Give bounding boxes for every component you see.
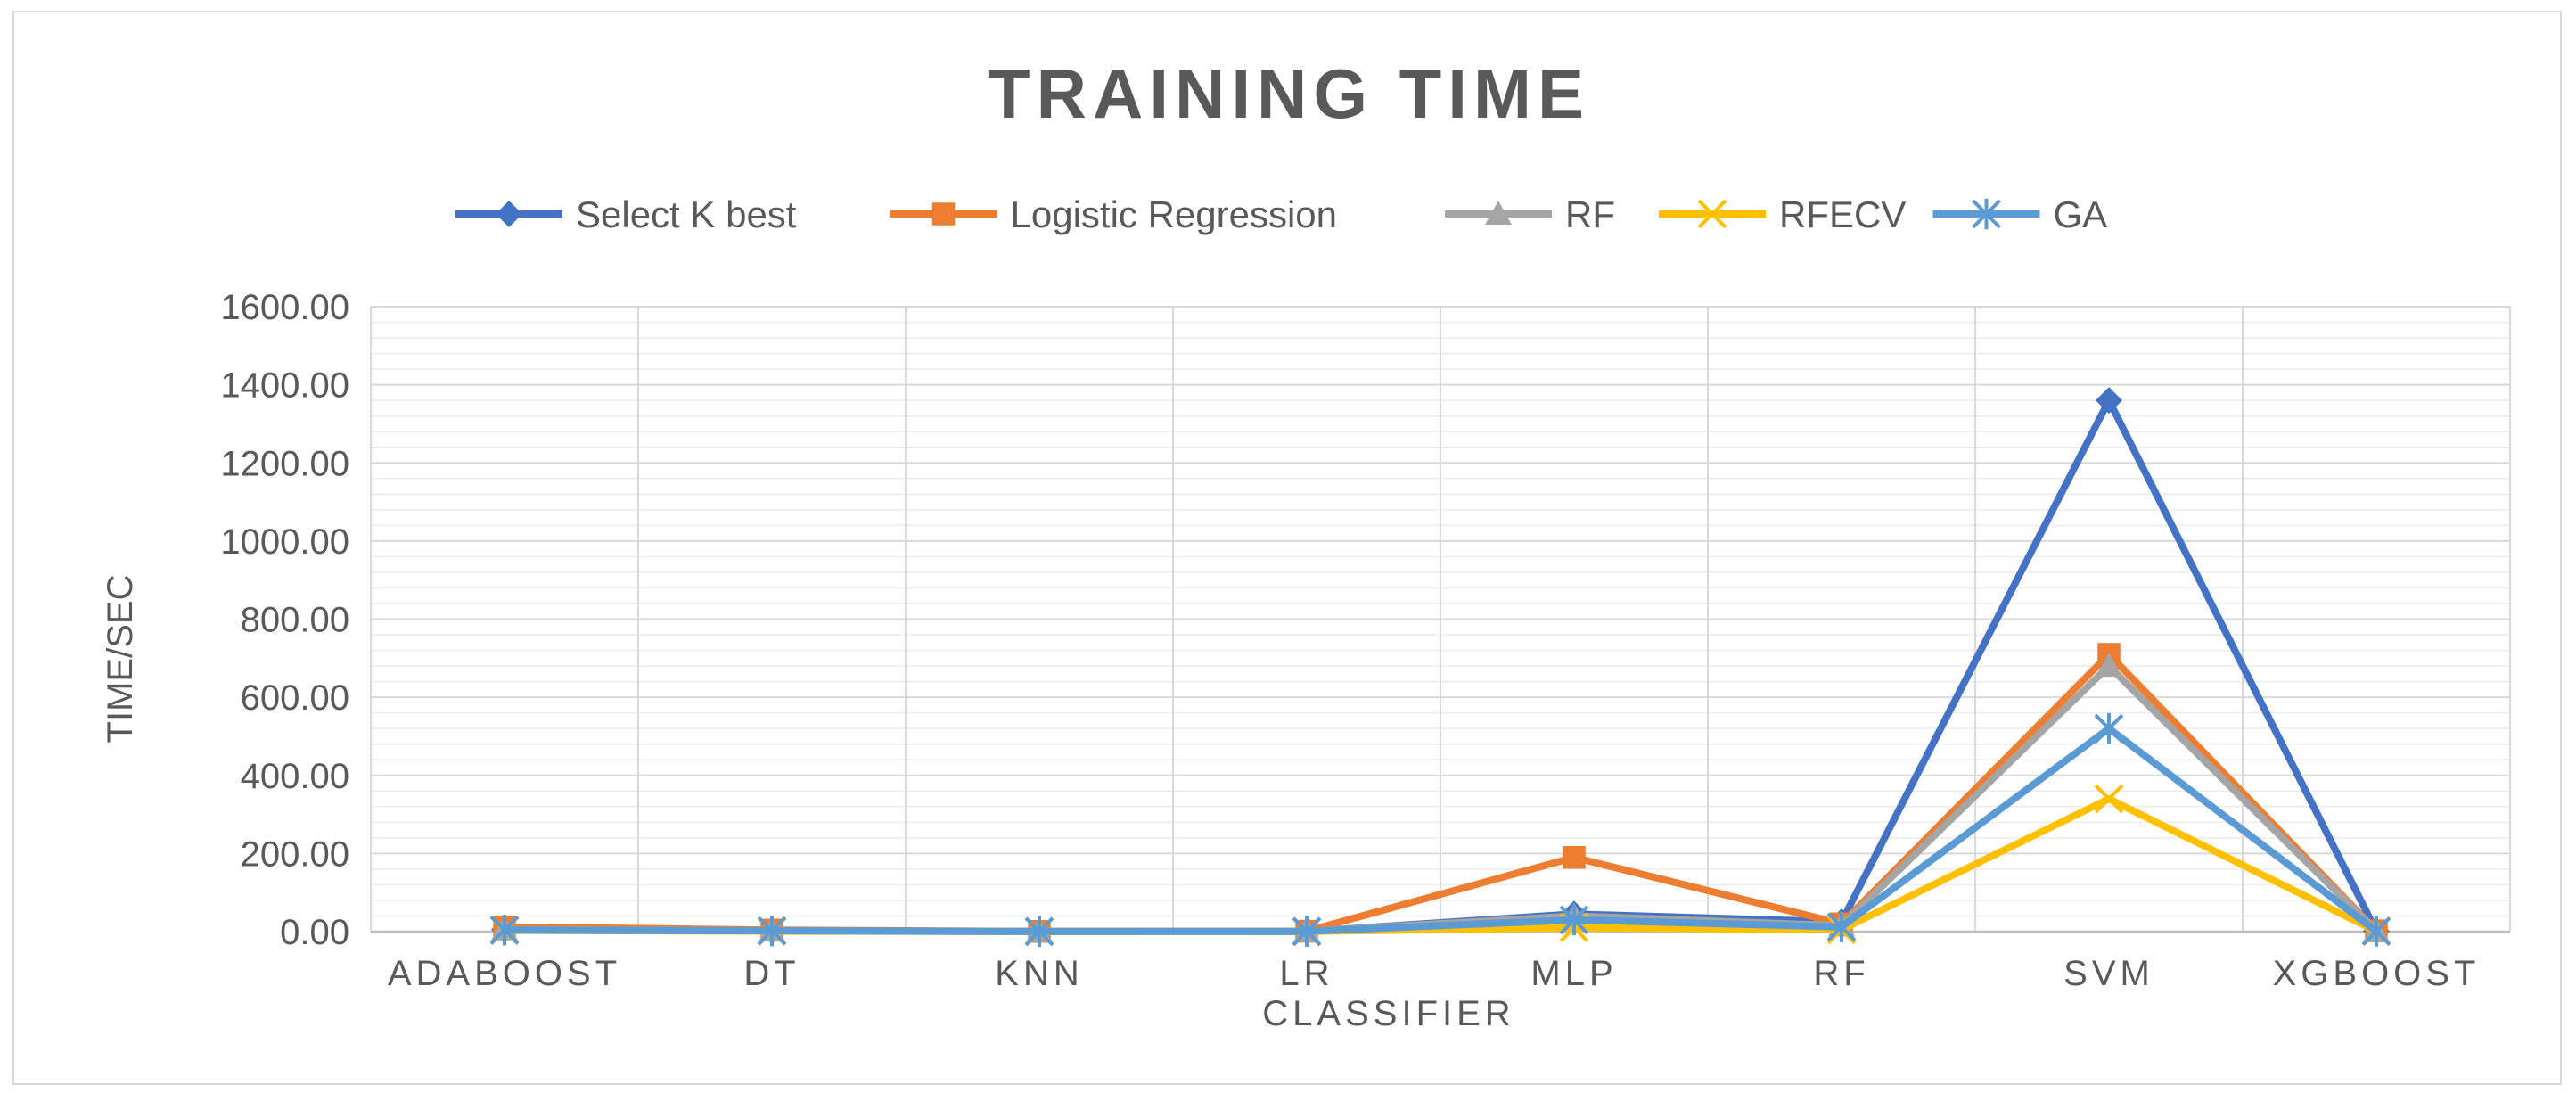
data-point: [2096, 653, 2122, 678]
x-axis-title: CLASSIFIER: [1262, 994, 1514, 1033]
y-axis-title: TIME/SEC: [101, 575, 140, 744]
training-time-chart: TRAINING TIME Select K best Logistic Regr…: [101, 54, 2511, 1033]
x-tick-label: SVM: [2063, 954, 2154, 993]
legend-label: GA: [2054, 193, 2108, 235]
legend-label: RF: [1565, 193, 1615, 235]
y-tick-label: 800.00: [241, 601, 349, 640]
data-point: [931, 202, 956, 226]
x-tick-label: MLP: [1530, 954, 1617, 993]
data-point: [2361, 916, 2391, 947]
chart-frame: TRAINING TIME Select K best Logistic Regr…: [12, 11, 2562, 1085]
y-tick-label: 0.00: [280, 913, 349, 952]
y-tick-label: 200.00: [241, 834, 349, 874]
y-axis-ticks: 0.00 200.00 400.00 600.00 800.00 1000.00 1200.…: [220, 288, 349, 952]
legend-item: RF: [1445, 193, 1615, 235]
y-tick-label: 1600.00: [220, 288, 349, 327]
data-point: [1024, 916, 1054, 948]
data-point: [496, 201, 522, 227]
data-point: [2094, 784, 2124, 814]
legend-label: RFECV: [1779, 193, 1906, 235]
y-tick-label: 1200.00: [220, 444, 349, 483]
data-point: [1559, 904, 1589, 936]
legend-item: GA: [1932, 193, 2108, 235]
x-tick-label: ADABOOST: [388, 954, 621, 993]
legend-item: Logistic Regression: [890, 193, 1338, 235]
legend-label: Select K best: [576, 193, 797, 235]
legend-item: RFECV: [1659, 193, 1906, 235]
series-line: [501, 725, 2380, 935]
data-point: [1972, 198, 2001, 230]
legend-item: Select K best: [455, 193, 797, 235]
legend: Select K best Logistic Regression RF RFECV G…: [455, 193, 2107, 235]
x-tick-label: XGBOOST: [2273, 954, 2481, 993]
data-point: [757, 915, 787, 947]
legend-label: Logistic Regression: [1011, 193, 1338, 235]
chart-title: TRAINING TIME: [988, 54, 1590, 133]
data-point: [1485, 201, 1512, 225]
x-axis-ticks: ADABOOST DT KNN LR MLP RF SVM XGBOOST: [388, 954, 2481, 993]
series-ga: [489, 712, 2391, 948]
data-point: [1826, 911, 1857, 942]
y-tick-label: 1400.00: [220, 366, 349, 406]
x-tick-label: RF: [1813, 954, 1869, 993]
x-tick-label: LR: [1279, 954, 1333, 993]
y-tick-label: 600.00: [241, 678, 349, 718]
x-tick-label: DT: [743, 954, 800, 993]
data-point: [489, 915, 520, 946]
data-point: [1292, 916, 1322, 948]
series-layer: [489, 387, 2391, 948]
y-tick-label: 400.00: [241, 757, 349, 796]
x-tick-label: KNN: [995, 954, 1083, 993]
data-point: [2094, 712, 2124, 744]
data-point: [2096, 387, 2122, 415]
data-point: [1563, 846, 1586, 869]
data-point: [1697, 199, 1727, 229]
y-tick-label: 1000.00: [220, 522, 349, 562]
